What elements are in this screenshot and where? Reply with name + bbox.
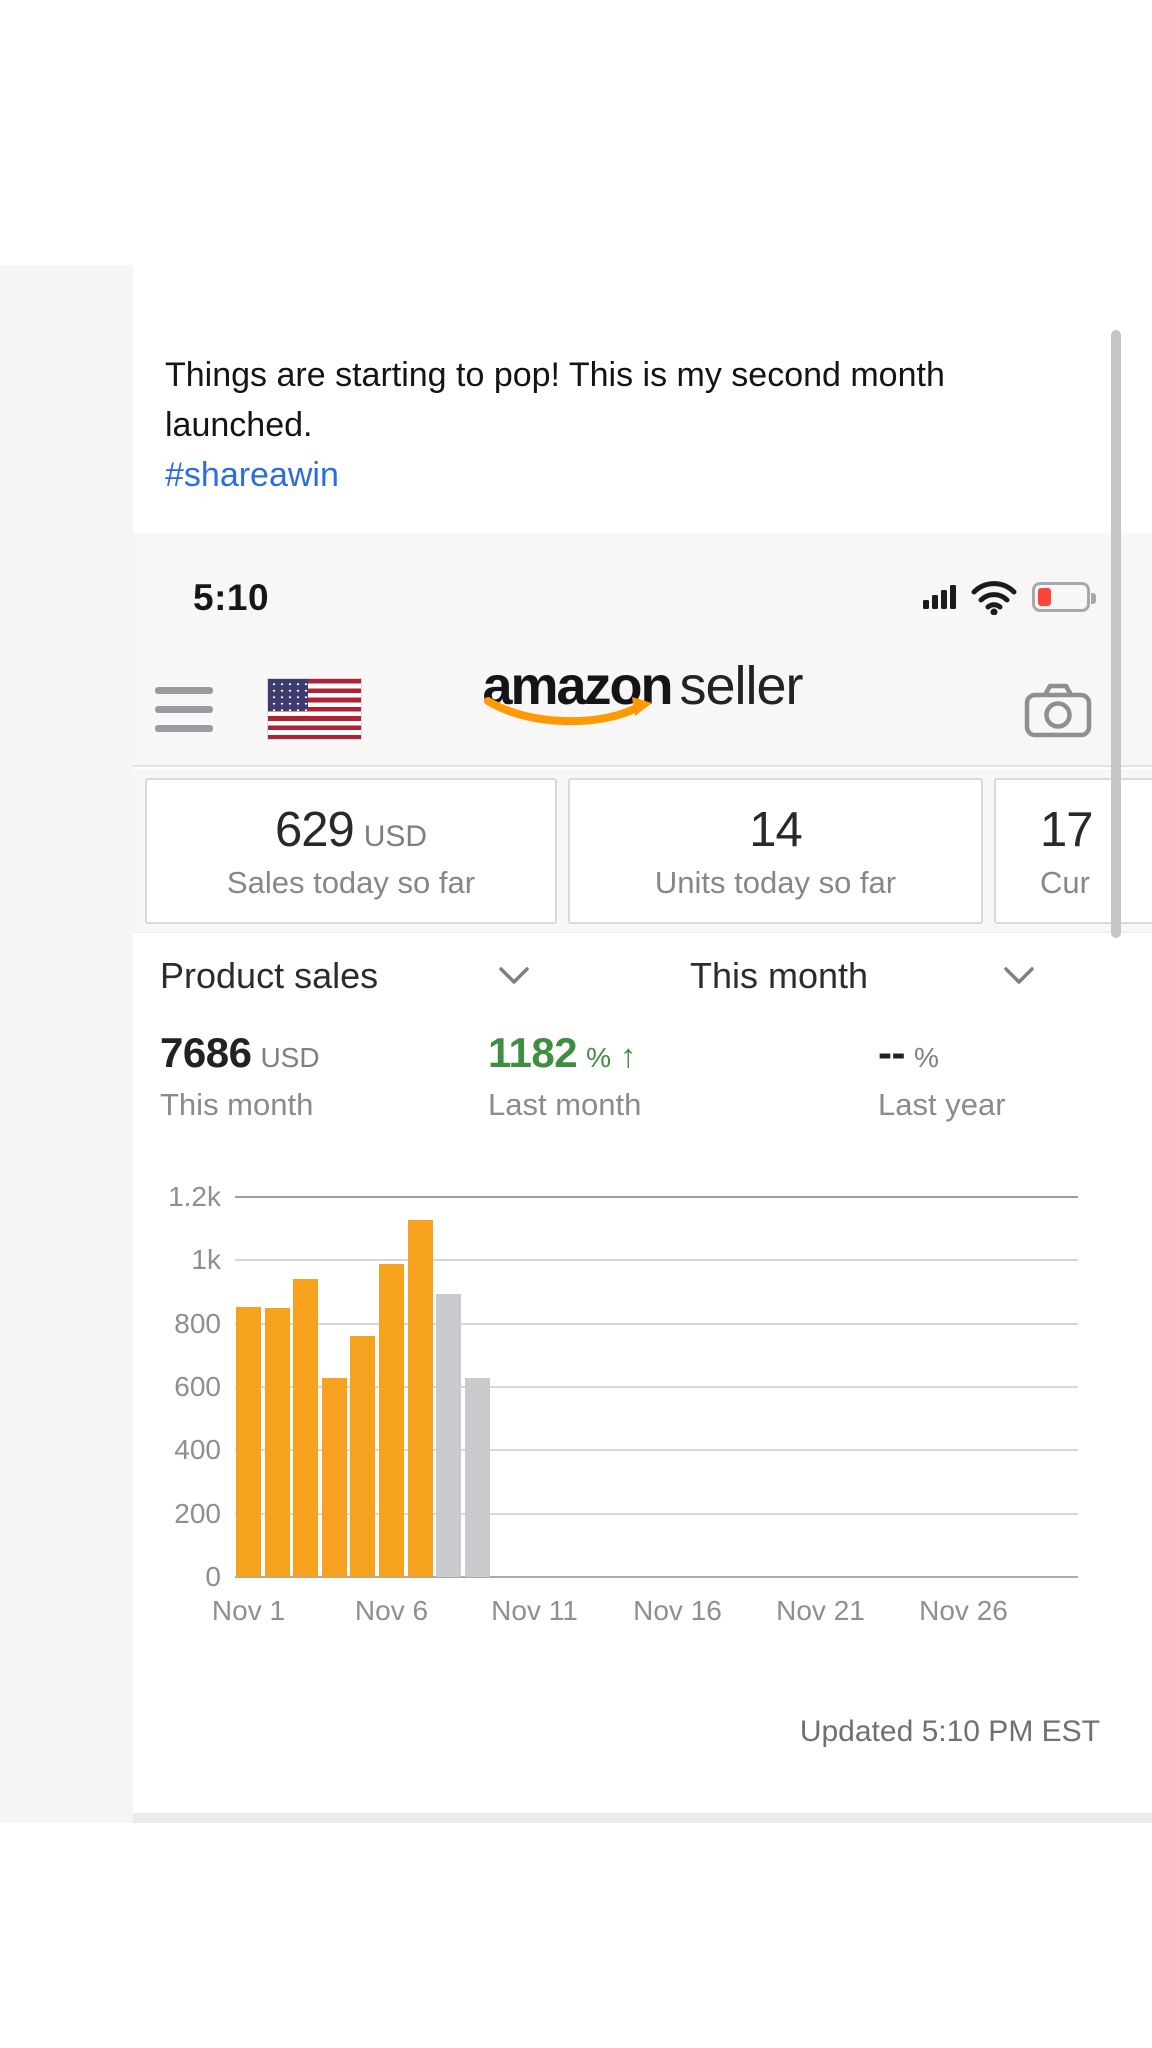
summary-cards-row: 629 USD Sales today so far 14 Units toda… [133,769,1152,933]
hashtag-link[interactable]: #shareawin [165,456,339,494]
chart-bar [464,1378,490,1577]
y-tick-label: 0 [205,1561,221,1592]
stat-value: 7686 [160,1029,252,1076]
gridline [235,1512,1078,1515]
metric-dropdown-label: Product sales [160,955,379,996]
post-text: Things are starting to pop! This is my s… [165,350,1070,500]
logo-seller: seller [679,656,804,716]
stat-unit: % [586,1042,612,1073]
x-tick-label: Nov 21 [776,1595,865,1626]
page-background-strip [0,265,133,1823]
gridline [235,1449,1078,1452]
stat-unit: USD [260,1042,320,1073]
y-tick-label: 200 [174,1497,221,1529]
chart-bar [436,1293,462,1577]
logo-wrap: amazon seller [133,655,1152,726]
y-tick-label: 1k [191,1244,221,1276]
x-tick-label: Nov 11 [491,1595,578,1626]
chart-bar [293,1279,319,1577]
gridline [235,1196,1078,1198]
stat-value: 1182 [488,1029,578,1076]
card-units-today[interactable]: 14 Units today so far [568,778,983,924]
card-clipped[interactable]: 17 Cur [994,778,1152,924]
x-tick-label: Nov 1 [211,1595,286,1626]
period-dropdown-label: This month [690,955,869,996]
status-time: 5:10 [193,577,270,618]
battery-low-icon [1032,582,1096,612]
camera-button[interactable] [1024,681,1092,739]
stat-value: -- [878,1029,905,1076]
amazon-seller-logo: amazon seller [482,655,804,726]
amazon-smile-icon [484,697,653,726]
stat-label: Last month [488,1087,642,1122]
x-tick-label: Nov 6 [354,1595,429,1626]
wifi-icon [971,581,1017,615]
chart-bar [350,1335,376,1577]
cellular-signal-icon [923,585,956,609]
x-tick-label: Nov 26 [919,1595,1008,1626]
x-tick-label: Nov 16 [633,1595,722,1626]
card-value: 17 [1040,802,1094,857]
stat-unit: % [913,1042,939,1073]
y-tick-label: 400 [174,1434,221,1466]
status-icons [923,579,1096,619]
screenshot-bottom-strip [133,1813,1152,1823]
metric-dropdown[interactable]: Product sales [160,955,530,997]
card-label: Units today so far [654,864,897,900]
gridline [235,1386,1078,1388]
card-value: 629 [274,802,355,857]
stat-last-month: 1182 % ↑ Last month [488,1029,641,1123]
menu-button[interactable] [155,687,215,744]
card-label: Cur [1040,864,1090,900]
us-flag-icon[interactable] [268,679,361,739]
card-label: Sales today so far [226,864,476,900]
amazon-seller-screenshot: 5:10 [133,533,1152,1823]
chart-bar [379,1263,404,1577]
chevron-down-icon [499,967,529,984]
scrollbar-thumb[interactable] [1111,330,1121,938]
post-message: Things are starting to pop! This is my s… [165,356,945,444]
gridline [235,1259,1078,1262]
sales-bar-chart: 0 200 400 600 800 1k 1.2k Nov 1 Nov 6 Nov 11 Nov 1… [168,1181,1078,1626]
chart-bar [321,1378,347,1577]
y-tick-label: 1.2k [168,1181,221,1212]
stat-this-month: 7686 USD This month [160,1029,320,1123]
y-tick-label: 800 [174,1307,221,1339]
chart-bar [264,1308,290,1577]
up-arrow-icon: ↑ [620,1037,637,1074]
period-dropdown[interactable]: This month [690,955,1035,997]
y-tick-label: 600 [174,1371,221,1402]
card-value: 14 [749,802,803,857]
chart-bar [236,1307,261,1577]
stat-last-year: -- % Last year [878,1029,1006,1123]
card-sales-today[interactable]: 629 USD Sales today so far [145,778,557,924]
status-bar: 5:10 [133,533,1152,625]
chevron-down-icon [1004,967,1034,984]
app-header: amazon seller [133,625,1152,767]
card-unit: USD [363,819,428,853]
chart-bar [407,1219,433,1577]
product-sales-section: Product sales This month 7686 USD This m… [133,933,1152,1813]
stat-label: This month [160,1087,314,1122]
gridline [235,1322,1078,1325]
post-card: Things are starting to pop! This is my s… [133,265,1152,1823]
updated-timestamp: Updated 5:10 PM EST [799,1715,1100,1748]
stat-label: Last year [878,1087,1006,1122]
gridline [235,1576,1078,1578]
